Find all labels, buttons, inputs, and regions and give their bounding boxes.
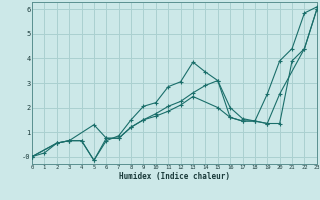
X-axis label: Humidex (Indice chaleur): Humidex (Indice chaleur)	[119, 172, 230, 181]
